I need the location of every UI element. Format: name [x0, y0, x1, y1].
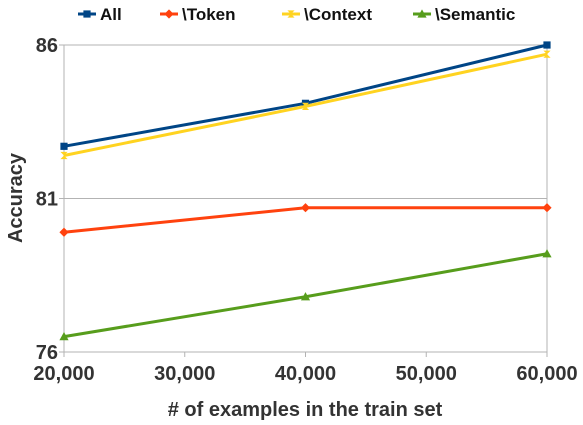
legend-label-3: \Semantic: [435, 5, 515, 24]
x-tick-label-4: 60,000: [516, 363, 577, 385]
data-point-1-0: [59, 228, 68, 237]
y-axis-title: Accuracy: [5, 152, 27, 243]
legend-marker-0: [83, 10, 90, 17]
series-3: [59, 249, 551, 340]
y-tick-label-1: 81: [36, 189, 58, 211]
series-line-0: [64, 45, 547, 146]
legend-label-2: \Context: [304, 5, 372, 24]
legend-item-3: \Semantic: [413, 5, 515, 24]
legend-item-1: \Token: [160, 5, 236, 24]
grid-lines: [64, 45, 547, 352]
series-group: [59, 41, 551, 340]
x-tick-label-2: 40,000: [275, 363, 336, 385]
legend-label-0: All: [100, 5, 122, 24]
axes: [59, 45, 547, 357]
legend-marker-1: [164, 9, 173, 18]
legend-item-2: \Context: [282, 5, 372, 24]
data-point-0-0: [60, 143, 67, 150]
data-point-1-2: [542, 203, 551, 212]
data-point-1-1: [301, 203, 310, 212]
series-1: [59, 203, 551, 237]
x-tick-label-3: 50,000: [396, 363, 457, 385]
x-tick-label-1: 30,000: [154, 363, 215, 385]
x-tick-label-0: 20,000: [33, 363, 94, 385]
series-0: [60, 41, 550, 150]
legend: All \Token \Context \Semantic: [78, 5, 515, 24]
legend-label-1: \Token: [182, 5, 236, 24]
series-2: [60, 51, 550, 160]
data-point-0-2: [543, 41, 550, 48]
x-axis-title: # of examples in the train set: [168, 399, 443, 421]
y-tick-label-0: 76: [36, 342, 58, 364]
y-tick-label-2: 86: [36, 35, 58, 57]
legend-item-0: All: [78, 5, 122, 24]
